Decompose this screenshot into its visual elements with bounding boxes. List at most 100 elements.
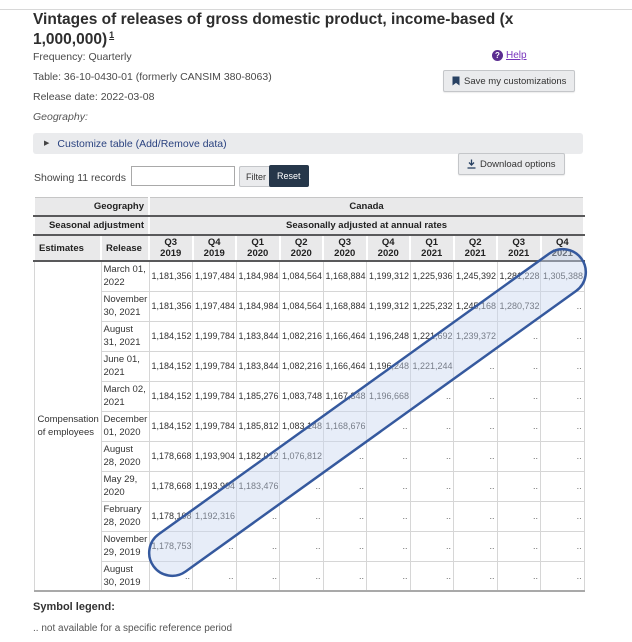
- save-customizations-label: Save my customizations: [464, 75, 567, 87]
- value-cell: 1,178,108: [148, 500, 193, 532]
- save-customizations-button[interactable]: Save my customizations: [443, 70, 576, 92]
- value-cell: ..: [540, 320, 585, 352]
- value-cell: 1,183,476: [235, 470, 280, 502]
- value-cell: ..: [540, 290, 585, 322]
- value-cell: ..: [540, 410, 585, 442]
- value-cell: ..: [366, 440, 411, 472]
- value-cell: 1,184,984: [235, 260, 280, 292]
- filter-input[interactable]: [131, 166, 235, 186]
- value-cell: ..: [496, 350, 541, 382]
- value-cell: 1,083,148: [279, 410, 324, 442]
- value-cell: ..: [322, 470, 367, 502]
- value-cell: 1,082,216: [279, 320, 324, 352]
- symbol-legend-title: Symbol legend:: [33, 601, 115, 613]
- value-cell: ..: [540, 350, 585, 382]
- geography-value-cell: Canada: [147, 197, 586, 217]
- value-cell: 1,166,464: [322, 350, 367, 382]
- download-options-label: Download options: [480, 158, 556, 170]
- table-row: December 01, 2020 1,184,152 1,199,784 1,185…: [34, 410, 585, 442]
- value-cell: 1,196,248: [366, 350, 411, 382]
- value-cell: ..: [322, 500, 367, 532]
- value-cell: 1,199,784: [192, 410, 237, 442]
- value-cell: 1,168,676: [322, 410, 367, 442]
- table-row: June 01, 2021 1,184,152 1,199,784 1,183,844…: [34, 350, 585, 382]
- value-cell: ..: [366, 560, 411, 592]
- value-cell: ..: [453, 440, 498, 472]
- value-cell: 1,192,316: [192, 500, 237, 532]
- bookmark-icon: [452, 76, 460, 86]
- value-cell: 1,166,464: [322, 320, 367, 352]
- value-cell: ..: [279, 530, 324, 562]
- quarter-column-header: Q3 2019: [148, 235, 194, 262]
- estimates-column-header: Estimates: [33, 235, 102, 262]
- value-cell: ..: [235, 530, 280, 562]
- value-cell: 1,183,844: [235, 350, 280, 382]
- value-cell: 1,082,216: [279, 350, 324, 382]
- value-cell: 1,178,668: [148, 440, 193, 472]
- value-cell: 1,084,564: [279, 290, 324, 322]
- value-cell: 1,193,904: [192, 470, 237, 502]
- download-icon: [467, 159, 476, 169]
- value-cell: ..: [540, 470, 585, 502]
- value-cell: 1,168,884: [322, 290, 367, 322]
- table-row: August 30, 2019....................: [34, 560, 585, 592]
- value-cell: 1,184,984: [235, 290, 280, 322]
- title-footnote-link[interactable]: 1: [109, 30, 115, 41]
- value-cell: ..: [453, 350, 498, 382]
- value-cell: ..: [496, 500, 541, 532]
- filter-button[interactable]: Filter: [239, 166, 273, 187]
- value-cell: ..: [496, 530, 541, 562]
- value-cell: 1,245,168: [453, 290, 498, 322]
- release-date-cell: February 28, 2020: [100, 500, 150, 532]
- estimate-name-cell: Compensation of employees: [33, 260, 102, 592]
- quarter-column-header: Q1 2020: [235, 235, 281, 262]
- value-cell: ..: [192, 560, 237, 592]
- expand-triangle-icon: ▶: [44, 140, 50, 147]
- customize-table-expander[interactable]: ▶ Customize table (Add/Remove data): [33, 133, 583, 154]
- value-cell: 1,199,784: [192, 350, 237, 382]
- value-cell: 1,168,884: [322, 260, 367, 292]
- value-cell: 1,185,276: [235, 380, 280, 412]
- value-cell: 1,199,784: [192, 320, 237, 352]
- release-date-cell: May 29, 2020: [100, 470, 150, 502]
- quarter-column-header: Q2 2021: [452, 235, 498, 262]
- value-cell: ..: [496, 560, 541, 592]
- value-cell: ..: [453, 410, 498, 442]
- geography-header-cell: Geography: [33, 197, 150, 217]
- value-cell: ..: [496, 380, 541, 412]
- value-cell: ..: [409, 380, 454, 412]
- value-cell: ..: [409, 410, 454, 442]
- geography-label: Geography:: [33, 111, 88, 123]
- release-date-label: Release date: 2022-03-08: [33, 91, 155, 103]
- value-cell: ..: [409, 440, 454, 472]
- value-cell: ..: [496, 410, 541, 442]
- geography-header-row: Geography Canada: [33, 197, 586, 217]
- table-row: February 28, 2020 1,178,108 1,192,316.....…: [34, 500, 585, 532]
- value-cell: 1,199,784: [192, 380, 237, 412]
- value-cell: 1,239,372: [453, 320, 498, 352]
- value-cell: 1,182,012: [235, 440, 280, 472]
- value-cell: 1,225,232: [409, 290, 454, 322]
- value-cell: 1,184,152: [148, 350, 193, 382]
- value-cell: 1,178,753: [148, 530, 193, 562]
- seasonal-header-row: Seasonal adjustment Seasonally adjusted …: [33, 216, 586, 236]
- table-row: November 29, 2019 1,178,753..............…: [34, 530, 585, 562]
- reset-button[interactable]: Reset: [269, 165, 309, 187]
- help-link[interactable]: ? Help: [492, 50, 527, 61]
- table-row: Compensation of employees March 01, 2022 1…: [33, 260, 585, 592]
- release-date-cell: June 01, 2021: [100, 350, 150, 382]
- symbol-legend-item: .. not available for a specific referenc…: [33, 623, 232, 634]
- seasonal-header-cell: Seasonal adjustment: [33, 216, 150, 236]
- value-cell: 1,076,812: [279, 440, 324, 472]
- quarter-column-header: Q2 2020: [278, 235, 324, 262]
- value-cell: ..: [409, 560, 454, 592]
- release-date-cell: August 28, 2020: [100, 440, 150, 472]
- value-cell: ..: [540, 560, 585, 592]
- value-cell: 1,181,356: [148, 290, 193, 322]
- download-options-button[interactable]: Download options: [458, 153, 565, 175]
- value-cell: 1,221,692: [409, 320, 454, 352]
- value-cell: ..: [322, 530, 367, 562]
- customize-table-label: Customize table (Add/Remove data): [57, 137, 227, 150]
- table-row: March 02, 2021 1,184,152 1,199,784 1,185,27…: [34, 380, 585, 412]
- value-cell: ..: [409, 470, 454, 502]
